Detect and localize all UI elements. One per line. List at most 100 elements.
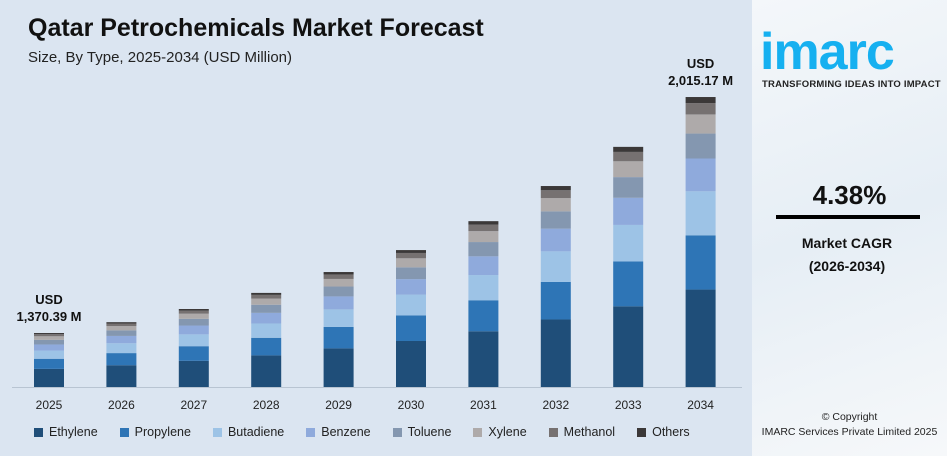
bar-segment-propylene-2032 (540, 281, 571, 320)
x-tick-label: 2032 (542, 398, 569, 412)
bar-segment-propylene-2031 (468, 300, 499, 332)
bar-segment-xylene-2029 (323, 278, 354, 287)
legend-item-others: Others (637, 425, 690, 439)
data-label-unit: USD (687, 56, 714, 71)
legend-swatch (392, 427, 402, 437)
chart-subtitle: Size, By Type, 2025-2034 (USD Million) (28, 49, 293, 66)
cagr-label-text: Market CAGR (801, 235, 893, 251)
chart-panel: Qatar Petrochemicals Market Forecast Siz… (0, 0, 752, 456)
bar-segment-toluene-2028 (251, 304, 282, 313)
bar-segment-others-2033 (613, 146, 644, 152)
bar-segment-benzene-2031 (468, 256, 499, 276)
x-tick-label: 2029 (325, 398, 352, 412)
tagline: TRANSFORMING IDEAS INTO IMPACT (762, 79, 941, 90)
bar-segment-xylene-2032 (540, 198, 571, 212)
legend-label: Xylene (488, 425, 527, 439)
imarc-logo: imarc (760, 23, 895, 81)
bar-segment-ethylene-2026 (106, 365, 137, 387)
divider (776, 215, 920, 219)
bar-segment-propylene-2027 (178, 346, 209, 361)
bar-segment-methanol-2028 (251, 294, 282, 299)
bar-segment-others-2030 (396, 250, 426, 253)
legend-swatch (548, 427, 558, 437)
bar-segment-butadiene-2029 (323, 309, 354, 327)
legend-swatch (212, 427, 222, 437)
bar-segment-ethylene-2031 (468, 331, 499, 387)
bar-segment-butadiene-2034 (685, 191, 716, 236)
bar-segment-toluene-2027 (178, 318, 209, 326)
bar-segment-ethylene-2029 (323, 348, 354, 387)
bar-segment-ethylene-2027 (178, 360, 209, 387)
bar-segment-methanol-2034 (685, 103, 716, 115)
legend-swatch (34, 427, 43, 437)
bar-segment-benzene-2028 (251, 312, 282, 324)
legend-swatch (119, 427, 129, 437)
chart-title: Qatar Petrochemicals Market Forecast (28, 14, 484, 42)
x-tick-label: 2028 (253, 398, 280, 412)
bar-segment-propylene-2026 (106, 353, 137, 366)
bar-segment-others-2031 (468, 221, 499, 225)
bar-segment-methanol-2033 (613, 151, 644, 162)
bar-segment-methanol-2029 (323, 274, 354, 279)
stacked-bar-plot: 2025 2026 2027 2028 2029 2030 2031 2032 2033 2034… (12, 56, 742, 412)
bar-segment-benzene-2029 (323, 296, 354, 310)
legend-label: Propylene (134, 425, 191, 439)
bar-segment-butadiene-2033 (613, 224, 644, 262)
bar-segment-toluene-2026 (106, 330, 137, 336)
bar-segment-xylene-2033 (613, 161, 644, 178)
bar-segment-ethylene-2030 (396, 340, 426, 387)
bar-segment-propylene-2034 (685, 235, 716, 290)
x-tick-label: 2033 (615, 398, 642, 412)
bar-segment-propylene-2030 (396, 315, 426, 341)
legend: Ethylene Propylene Butadiene Benzene Toluene… (34, 425, 712, 439)
bar-segment-others-2034 (685, 97, 716, 104)
bar-segment-benzene-2034 (685, 158, 716, 192)
cagr-value: 4.38% (812, 180, 887, 210)
legend-item-propylene: Propylene (119, 425, 191, 439)
bar-segment-ethylene-2028 (251, 355, 282, 387)
legend-label: Ethylene (49, 425, 98, 439)
bar-segment-xylene-2026 (106, 326, 137, 331)
bar-segment-benzene-2026 (106, 335, 137, 344)
bar-segment-ethylene-2025 (34, 368, 64, 387)
legend-label: Benzene (321, 425, 371, 439)
bar-segment-butadiene-2028 (251, 323, 282, 338)
bar-segment-propylene-2033 (613, 261, 644, 307)
bar-segment-others-2028 (251, 292, 282, 295)
cagr-label: Market CAGR (2026-2034) (752, 232, 942, 278)
bar-segment-propylene-2029 (323, 326, 354, 349)
bar-segment-xylene-2031 (468, 231, 499, 243)
bar-segment-butadiene-2026 (106, 343, 137, 354)
data-label-value: 2,015.17 M (668, 73, 733, 88)
legend-label: Others (652, 425, 690, 439)
bar-segment-toluene-2029 (323, 286, 354, 297)
cagr-period: (2026-2034) (808, 258, 886, 274)
bar-segment-methanol-2031 (468, 224, 499, 232)
x-tick-label: 2025 (36, 398, 63, 412)
legend-item-butadiene: Butadiene (212, 425, 285, 439)
legend-swatch (306, 427, 316, 437)
bar-segment-benzene-2032 (540, 228, 571, 252)
bar-segment-xylene-2034 (685, 114, 716, 134)
bar-segment-methanol-2025 (34, 334, 64, 337)
bar-segment-ethylene-2032 (540, 319, 571, 387)
bar-segment-others-2026 (106, 322, 137, 324)
bar-segment-propylene-2025 (34, 358, 64, 369)
bar-segment-butadiene-2030 (396, 294, 426, 316)
bar-segment-methanol-2026 (106, 323, 137, 327)
bar-segment-butadiene-2031 (468, 275, 499, 301)
bar-segment-ethylene-2033 (613, 306, 644, 387)
legend-label: Butadiene (227, 425, 285, 439)
x-tick-label: 2027 (180, 398, 207, 412)
legend-item-xylene: Xylene (473, 425, 527, 439)
side-panel: imarc TRANSFORMING IDEAS INTO IMPACT 4.3… (752, 0, 947, 456)
bar-segment-benzene-2030 (396, 279, 426, 295)
x-tick-label: 2034 (687, 398, 714, 412)
bar-segment-toluene-2030 (396, 267, 426, 280)
bar-segment-butadiene-2025 (34, 350, 64, 359)
bar-segment-others-2025 (34, 333, 64, 335)
bar-segment-methanol-2030 (396, 252, 426, 259)
x-tick-label: 2026 (108, 398, 135, 412)
legend-swatch (637, 427, 647, 437)
bar-segment-propylene-2028 (251, 337, 282, 356)
